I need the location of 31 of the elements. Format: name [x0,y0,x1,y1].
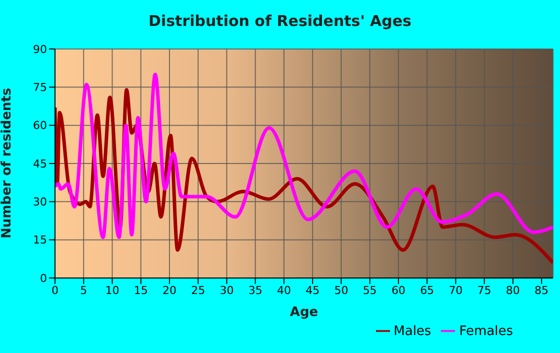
x-tick-label: 10 [105,284,120,297]
line-series [55,72,553,240]
y-tick-label: 75 [33,81,47,94]
x-tick-label: 40 [276,284,291,297]
y-tick-label: 15 [33,234,47,247]
x-tick-label: 85 [534,284,549,297]
x-tick-label: 75 [477,284,492,297]
x-tick-label: 30 [220,284,234,297]
x-tick-label: 25 [191,284,206,297]
x-tick-label: 50 [334,284,348,297]
y-axis-title: Number of residents [0,88,15,238]
y-tick-label: 60 [33,119,47,132]
x-tick-label: 70 [448,284,463,297]
x-tick-label: 45 [306,284,320,297]
x-tick-label: 20 [162,284,176,297]
x-tick-label: 60 [391,284,406,297]
x-tick-label: 5 [80,284,88,297]
y-tick-label: 0 [40,272,47,285]
x-axis-title: Age [290,305,318,320]
legend-label: Males [394,324,432,339]
x-tick-label: 80 [506,284,520,297]
x-tick-label: 35 [248,284,262,297]
x-tick-label: 15 [134,284,148,297]
x-tick-label: 0 [52,284,58,297]
y-tick-label: 90 [33,42,47,56]
x-tick-label: 65 [420,284,434,297]
y-tick-label: 30 [33,196,47,209]
y-tick-label: 45 [33,157,47,170]
chart-title: Distribution of Residents' Ages [148,12,412,30]
legend-label: Females [459,324,513,339]
x-tick-label: 55 [362,284,377,297]
